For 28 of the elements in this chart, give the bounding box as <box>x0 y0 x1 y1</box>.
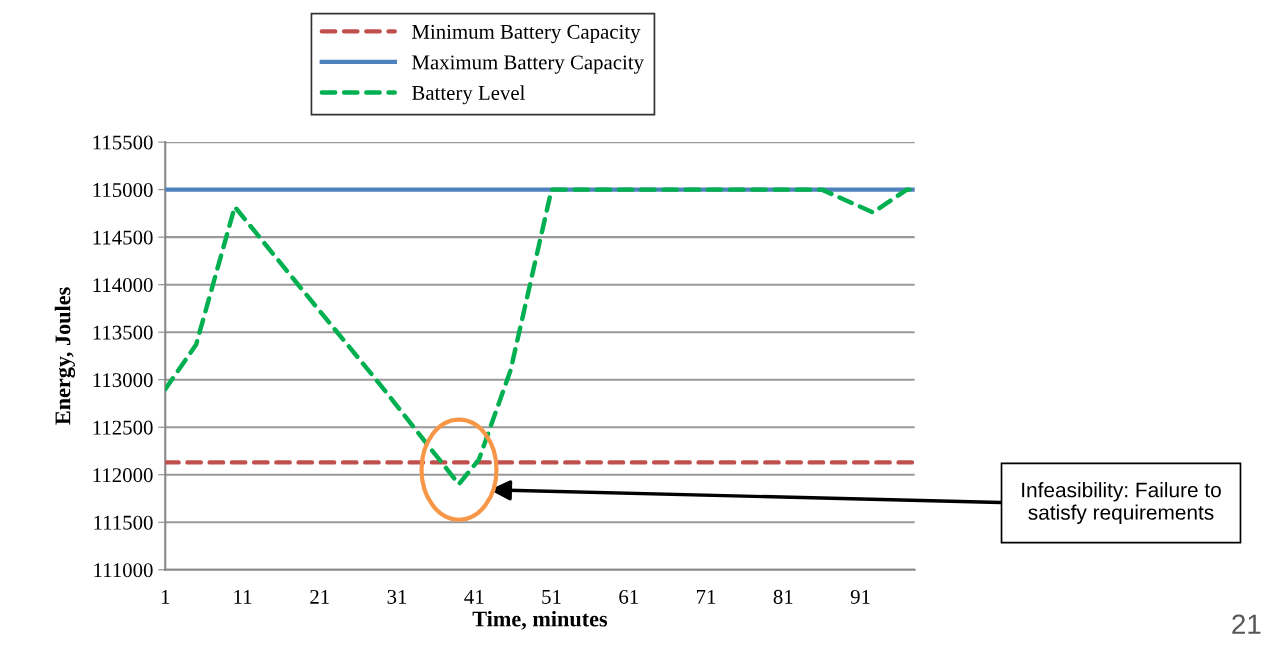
x-tick-label: 51 <box>542 589 561 604</box>
y-tick-label: 113000 <box>93 373 153 388</box>
legend-label: Maximum Battery Capacity <box>412 55 644 74</box>
y-tick-label: 115500 <box>93 135 153 150</box>
text: 21 <box>1232 614 1261 634</box>
legend-label: Battery Level <box>412 85 525 105</box>
y-tick-label: 112500 <box>93 420 153 435</box>
y-tick-label: 111000 <box>94 563 153 578</box>
y-tick-label: 112000 <box>93 468 153 483</box>
x-tick-label: 11 <box>234 589 252 604</box>
y-tick-label: 111500 <box>94 515 153 530</box>
x-tick-label: 41 <box>464 589 484 604</box>
x-tick-label: 21 <box>310 589 329 604</box>
x-axis-title: Time, minutes <box>472 610 608 630</box>
x-tick-label: 81 <box>773 589 793 604</box>
x-tick-label: 31 <box>387 589 407 604</box>
x-tick-label: 1 <box>161 589 170 604</box>
y-axis-title: Energy, Joules <box>54 287 76 425</box>
x-tick-label: 91 <box>850 589 870 604</box>
legend-label: Minimum Battery Capacity <box>412 24 641 44</box>
y-tick-label: 115000 <box>93 183 153 198</box>
x-tick-label: 71 <box>697 589 716 604</box>
text: Infeasibility: Failure to satisfy requirements <box>1022 482 1221 524</box>
line-series <box>165 187 915 487</box>
x-tick-label: 61 <box>619 589 638 604</box>
y-tick-label: 114500 <box>93 230 153 245</box>
y-tick-label: 113500 <box>93 325 153 340</box>
y-tick-label: 114000 <box>93 278 153 293</box>
